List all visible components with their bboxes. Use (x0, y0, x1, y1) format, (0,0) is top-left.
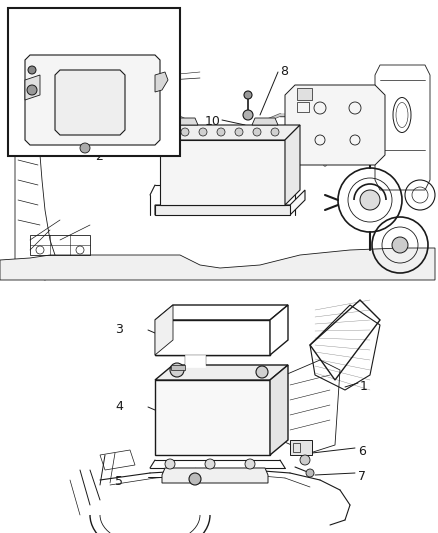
Circle shape (27, 85, 37, 95)
Bar (290, 440, 312, 455)
Circle shape (392, 237, 408, 253)
Polygon shape (155, 190, 305, 215)
Text: 10: 10 (205, 115, 221, 128)
Text: 2: 2 (95, 150, 103, 163)
Polygon shape (155, 320, 270, 355)
Bar (171, 365, 185, 370)
Polygon shape (155, 305, 173, 355)
Polygon shape (0, 248, 435, 280)
Circle shape (256, 366, 268, 378)
Circle shape (80, 143, 90, 153)
Polygon shape (285, 85, 385, 165)
Circle shape (217, 128, 225, 136)
Polygon shape (285, 125, 300, 205)
Polygon shape (155, 72, 168, 92)
Circle shape (300, 455, 310, 465)
Circle shape (271, 128, 279, 136)
Polygon shape (172, 118, 198, 125)
Text: 1: 1 (360, 380, 368, 393)
Circle shape (199, 128, 207, 136)
Polygon shape (185, 355, 205, 367)
Circle shape (253, 128, 261, 136)
Polygon shape (160, 125, 300, 140)
Circle shape (189, 473, 201, 485)
Circle shape (181, 128, 189, 136)
Polygon shape (155, 365, 288, 380)
Polygon shape (155, 305, 288, 320)
Polygon shape (270, 365, 288, 455)
Circle shape (244, 91, 252, 99)
Circle shape (205, 459, 215, 469)
Polygon shape (162, 468, 268, 483)
Text: 1: 1 (10, 108, 18, 121)
Polygon shape (25, 75, 40, 100)
Bar (8, 8, 180, 156)
Polygon shape (270, 305, 288, 355)
Polygon shape (25, 55, 160, 145)
Polygon shape (155, 205, 290, 215)
Circle shape (170, 363, 184, 377)
Polygon shape (160, 140, 285, 205)
Bar (297, 102, 309, 112)
Bar (293, 443, 300, 452)
Text: 3: 3 (115, 323, 123, 336)
Text: 8: 8 (280, 65, 288, 78)
Text: 4: 4 (115, 400, 123, 413)
Bar (297, 88, 312, 100)
Text: 7: 7 (358, 470, 366, 483)
Circle shape (165, 459, 175, 469)
Circle shape (28, 66, 36, 74)
Circle shape (243, 110, 253, 120)
Circle shape (235, 128, 243, 136)
Circle shape (360, 190, 380, 210)
Circle shape (306, 469, 314, 477)
Text: 9: 9 (218, 132, 226, 145)
Text: 6: 6 (358, 445, 366, 458)
Polygon shape (55, 70, 125, 135)
Polygon shape (252, 118, 278, 125)
Text: 5: 5 (115, 475, 123, 488)
Polygon shape (155, 380, 270, 455)
Circle shape (245, 459, 255, 469)
